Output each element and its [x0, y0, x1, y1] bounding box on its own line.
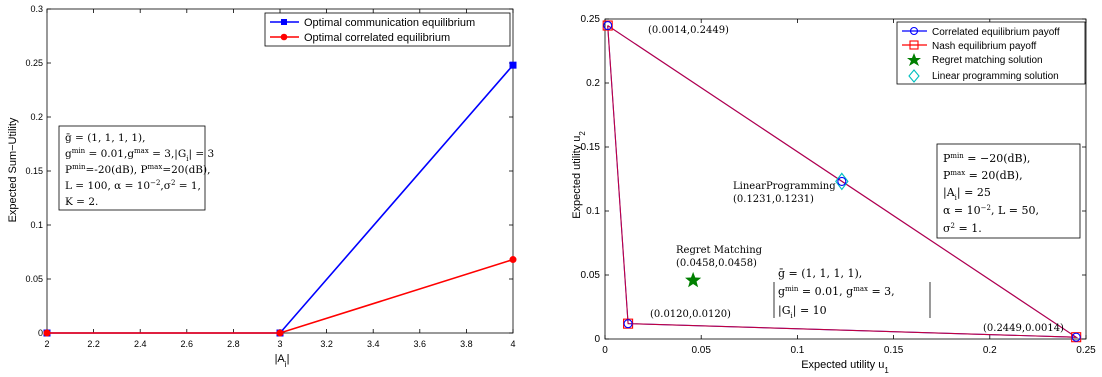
svg-text:ḡ = (1, 1, 1, 1),: ḡ = (1, 1, 1, 1), — [778, 267, 862, 280]
left-x-tick-label: 3.2 — [320, 339, 333, 349]
left-series — [43, 61, 517, 337]
right-legend-item-nash: Nash equilibrium payoff — [932, 41, 1037, 52]
svg-text:Pmin = −20(dB),: Pmin = −20(dB), — [943, 152, 1030, 165]
left-ticks: 2 2.2 2.4 2.6 2.8 3 3.2 3.4 3.6 3.8 4 0 0.05 0.1 0.15 0… — [25, 4, 515, 349]
right-y-tick-label: 0.25 — [581, 14, 601, 25]
left-chart: 2 2.2 2.4 2.6 2.8 3 3.2 3.4 3.6 3.8 4 0 0.05 0.1 0.15 0… — [7, 4, 517, 369]
rm-label-coord: (0.0458,0.0458) — [676, 258, 757, 269]
right-legend-item-correlated: Correlated equilibrium payoff — [932, 27, 1060, 38]
left-x-tick-label: 3.8 — [460, 339, 473, 349]
right-y-tick-label: 0.2 — [586, 78, 600, 89]
right-x-tick-label: 0 — [602, 345, 608, 356]
right-x-tick-label: 0.05 — [691, 345, 711, 356]
left-point-square — [509, 61, 517, 69]
left-x-tick-label: 2 — [44, 339, 49, 349]
right-x-tick-label: 0.1 — [790, 345, 804, 356]
right-x-axis-label: Expected utility u1 — [801, 359, 889, 375]
regret-matching-point — [685, 271, 702, 288]
svg-text:L = 100, α = 10−2,σ2 = 1,: L = 100, α = 10−2,σ2 = 1, — [65, 179, 201, 192]
left-point-circle — [276, 329, 284, 337]
right-legend: Correlated equilibrium payoff Nash equil… — [896, 21, 1086, 85]
left-y-axis-label: Expected Sum−Utility — [7, 117, 19, 222]
left-legend: Optimal communication equilibrium Optima… — [264, 12, 511, 47]
right-ticks: 0 0.05 0.1 0.15 0.2 0.25 0 0.05 0.1 0.15 0.2 0.25 — [581, 14, 1097, 356]
rm-label-name: Regret Matching — [676, 245, 763, 256]
svg-text:σ2 = 1.: σ2 = 1. — [943, 222, 982, 235]
right-y-tick-label: 0 — [594, 334, 600, 345]
left-y-tick-label: 0.25 — [25, 58, 43, 68]
right-y-tick-label: 0.05 — [581, 270, 601, 281]
right-chart: 0 0.05 0.1 0.15 0.2 0.25 0 0.05 0.1 0.15 0.2 0.25 E… — [571, 14, 1096, 375]
left-legend-item-correlated: Optimal correlated equilibrium — [304, 32, 450, 44]
left-x-tick-label: 2.8 — [227, 339, 240, 349]
ce-point — [623, 319, 633, 329]
ce-point — [603, 20, 613, 31]
svg-text:|Gi| = 10: |Gi| = 10 — [778, 304, 827, 320]
left-y-tick-label: 0.15 — [25, 166, 43, 176]
lp-label-coord: (0.1231,0.1231) — [733, 194, 814, 205]
right-x-tick-label: 0.25 — [1076, 345, 1096, 356]
left-legend-item-communication: Optimal communication equilibrium — [304, 17, 475, 29]
lp-point — [835, 172, 849, 191]
vertex-label-bottom-right: (0.2449,0.0014) — [983, 323, 1064, 334]
right-x-tick-label: 0.15 — [884, 345, 904, 356]
left-y-tick-label: 0 — [38, 328, 43, 338]
lp-label-name: LinearProgramming — [733, 181, 836, 192]
left-y-tick-label: 0.1 — [30, 220, 43, 230]
right-y-tick-label: 0.1 — [586, 206, 600, 217]
right-x-tick-label: 0.2 — [983, 345, 997, 356]
svg-text:Pmin=-20(dB), Pmax=20(dB),: Pmin=-20(dB), Pmax=20(dB), — [65, 163, 210, 176]
left-x-tick-label: 2.2 — [87, 339, 100, 349]
right-y-tick-label: 0.15 — [581, 142, 601, 153]
left-point-circle — [509, 256, 517, 264]
svg-text:α = 10−2, L = 50,: α = 10−2, L = 50, — [943, 204, 1039, 217]
left-y-tick-label: 0.2 — [30, 112, 43, 122]
right-legend-item-lp: Linear programming solution — [932, 71, 1059, 82]
vertex-label-top: (0.0014,0.2449) — [648, 25, 729, 36]
left-point-circle — [43, 329, 51, 337]
left-annotation-box: ḡ = (1, 1, 1, 1), gmin = 0.01,gmax = 3,|… — [58, 125, 214, 211]
right-y-axis-label: Expected utility u2 — [571, 131, 587, 219]
lp-ce-point — [837, 176, 847, 186]
bottom-annotation-box: ḡ = (1, 1, 1, 1), gmin = 0.01, gmax = 3,… — [769, 260, 931, 324]
left-x-tick-label: 2.4 — [134, 339, 147, 349]
left-x-tick-label: 3 — [277, 339, 282, 349]
left-x-tick-label: 4 — [510, 339, 515, 349]
nash-region-outline — [607, 25, 1079, 338]
left-x-tick-label: 3.4 — [367, 339, 380, 349]
left-y-tick-label: 0.05 — [25, 274, 43, 284]
left-y-tick-label: 0.3 — [30, 4, 43, 14]
left-x-tick-label: 3.6 — [414, 339, 427, 349]
right-polygon — [602, 20, 1082, 343]
right-legend-item-regret: Regret matching solution — [932, 55, 1043, 66]
ce-point — [1071, 332, 1081, 342]
left-x-tick-label: 2.6 — [181, 339, 194, 349]
right-annotation-box: Pmin = −20(dB), Pmax = 20(dB), |Ai| = 25… — [936, 143, 1081, 239]
svg-text:ḡ = (1, 1, 1, 1),: ḡ = (1, 1, 1, 1), — [65, 132, 145, 144]
left-x-axis-label: |Ai| — [275, 353, 290, 369]
svg-text:K = 2.: K = 2. — [65, 196, 98, 208]
vertex-label-bottom-left: (0.0120,0.0120) — [650, 309, 731, 320]
